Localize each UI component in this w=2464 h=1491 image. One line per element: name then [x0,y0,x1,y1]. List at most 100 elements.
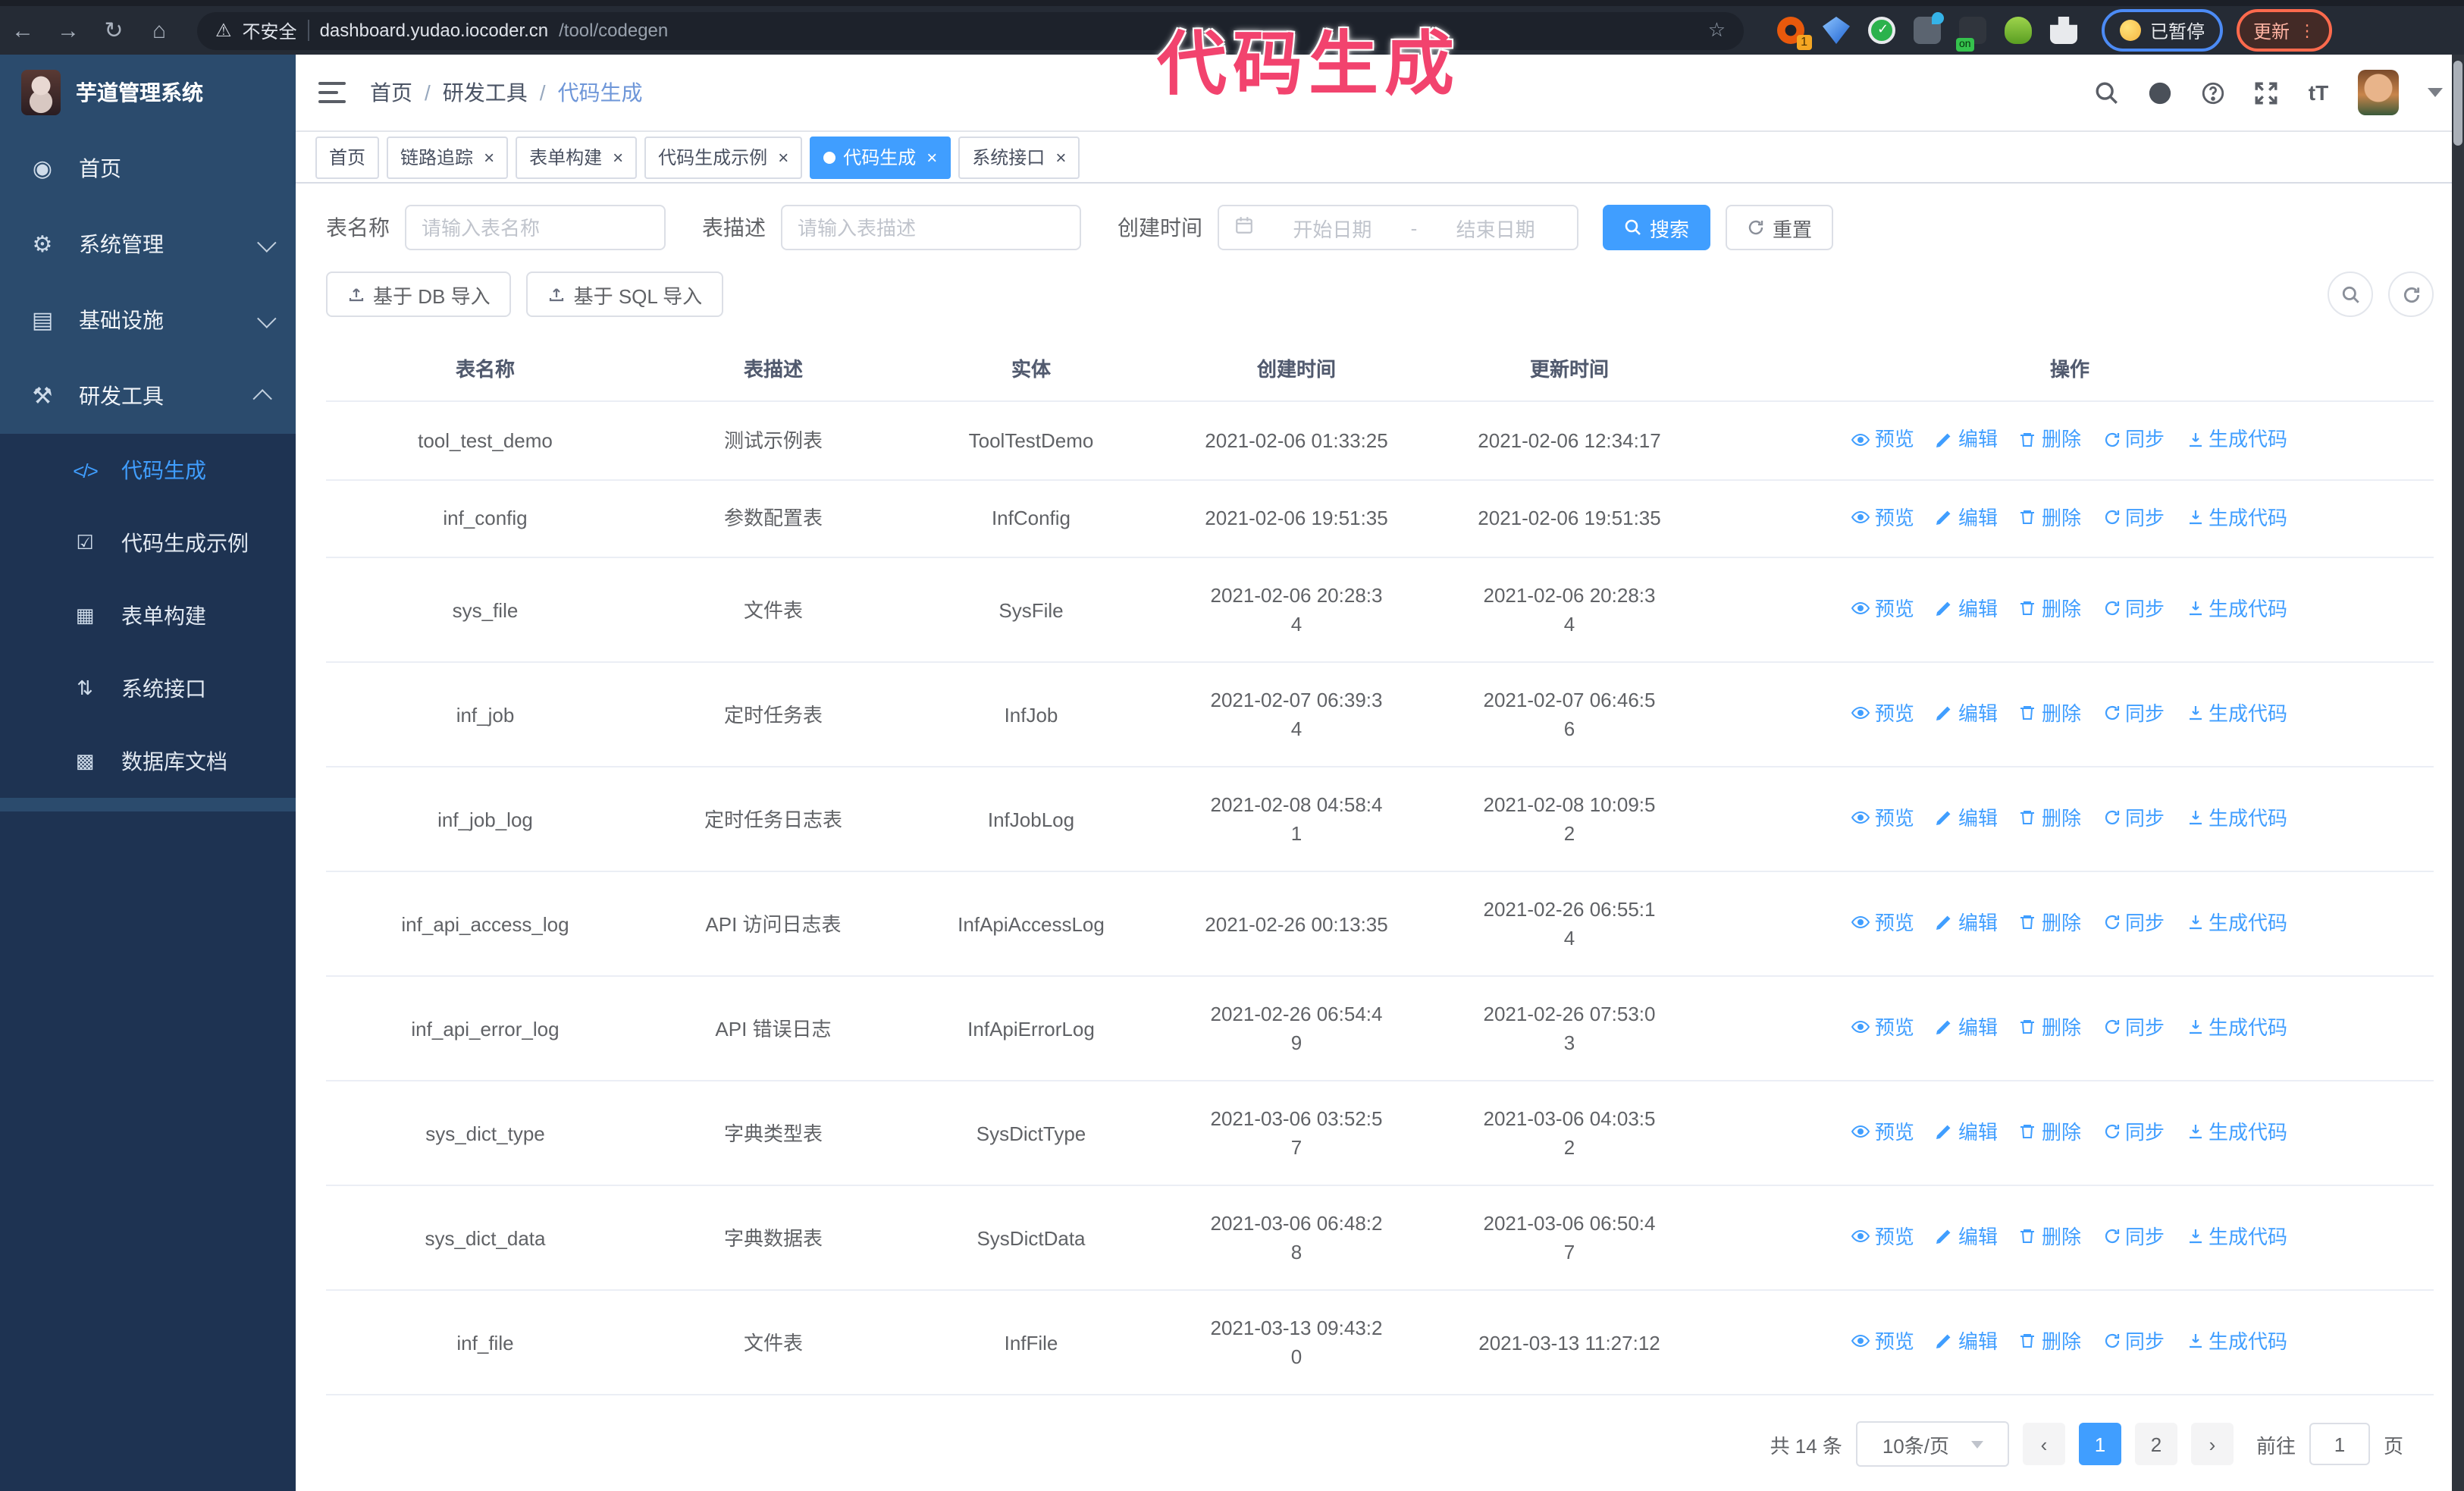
close-icon[interactable]: × [1055,146,1067,168]
sync-link[interactable]: 同步 [2102,425,2165,454]
table-desc-input[interactable] [781,205,1081,250]
start-date-placeholder[interactable]: 开始日期 [1293,218,1372,240]
bookmark-star-icon[interactable]: ☆ [1707,18,1726,41]
sidebar-item-系统管理[interactable]: ⚙ 系统管理 [0,206,296,282]
close-icon[interactable]: × [484,146,495,168]
delete-link[interactable]: 删除 [2019,503,2081,532]
reload-icon[interactable]: ↻ [104,18,124,44]
tab-系统接口[interactable]: 系统接口 × [958,136,1080,178]
generate-code-link[interactable]: 生成代码 [2186,1013,2287,1042]
edit-link[interactable]: 编辑 [1936,595,1998,623]
generate-code-link[interactable]: 生成代码 [2186,1118,2287,1147]
extension-alien-icon[interactable] [2005,17,2032,44]
extension-gem-icon[interactable] [1823,17,1850,44]
delete-link[interactable]: 删除 [2019,699,2081,728]
extensions-puzzle-icon[interactable] [2050,17,2077,44]
sync-link[interactable]: 同步 [2102,1013,2165,1042]
generate-code-link[interactable]: 生成代码 [2186,595,2287,623]
page-button-2[interactable]: 2 [2134,1423,2177,1465]
edit-link[interactable]: 编辑 [1936,1223,1998,1251]
edit-link[interactable]: 编辑 [1936,699,1998,728]
forward-icon[interactable]: → [57,17,80,43]
reset-button[interactable]: 重置 [1726,205,1834,250]
preview-link[interactable]: 预览 [1851,503,1914,532]
prev-page-button[interactable]: ‹ [2022,1423,2065,1465]
generate-code-link[interactable]: 生成代码 [2186,909,2287,937]
sidebar-item-首页[interactable]: ◉ 首页 [0,130,296,206]
extension-orange-icon[interactable]: 1 [1777,17,1812,50]
hamburger-icon[interactable] [318,82,346,103]
delete-link[interactable]: 删除 [2019,1118,2081,1147]
next-page-button[interactable]: › [2190,1423,2234,1465]
edit-link[interactable]: 编辑 [1936,425,1998,454]
delete-link[interactable]: 删除 [2019,1223,2081,1251]
tab-链路追踪[interactable]: 链路追踪 × [387,136,509,178]
security-warning-icon[interactable]: ⚠ [215,20,232,41]
fullscreen-icon[interactable] [2252,79,2279,106]
sync-link[interactable]: 同步 [2102,804,2165,833]
extension-on-icon[interactable]: on [1956,17,1986,52]
extension-drop-icon[interactable] [1914,12,1944,44]
font-size-icon[interactable]: tT [2308,80,2329,105]
sync-link[interactable]: 同步 [2102,503,2165,532]
close-icon[interactable]: × [613,146,624,168]
back-icon[interactable]: ← [11,17,34,43]
generate-code-link[interactable]: 生成代码 [2186,503,2287,532]
preview-link[interactable]: 预览 [1851,1118,1914,1147]
chrome-update-button[interactable]: 更新 ⋮ [2237,9,2333,52]
generate-code-link[interactable]: 生成代码 [2186,425,2287,454]
edit-link[interactable]: 编辑 [1936,1327,1998,1356]
generate-code-link[interactable]: 生成代码 [2186,699,2287,728]
table-name-input[interactable] [405,205,666,250]
preview-link[interactable]: 预览 [1851,425,1914,454]
preview-link[interactable]: 预览 [1851,909,1914,937]
kebab-menu-icon[interactable]: ⋮ [2299,22,2316,40]
sync-link[interactable]: 同步 [2102,699,2165,728]
sync-link[interactable]: 同步 [2102,1327,2165,1356]
sync-link[interactable]: 同步 [2102,1118,2165,1147]
delete-link[interactable]: 删除 [2019,1013,2081,1042]
end-date-placeholder[interactable]: 结束日期 [1456,218,1535,240]
sidebar-item-数据库文档[interactable]: ▩ 数据库文档 [0,725,296,798]
close-icon[interactable]: × [778,146,789,168]
scrollbar-thumb[interactable] [2453,61,2462,146]
search-icon[interactable] [2093,79,2120,106]
app-logo[interactable]: 芋道管理系统 [0,55,296,130]
sidebar-item-系统接口[interactable]: ⇅ 系统接口 [0,652,296,725]
generate-code-link[interactable]: 生成代码 [2186,804,2287,833]
address-bar[interactable]: ⚠ 不安全 dashboard.yudao.iocoder.cn/tool/co… [197,11,1744,49]
home-icon[interactable]: ⌂ [152,17,167,43]
preview-link[interactable]: 预览 [1851,1013,1914,1042]
tab-首页[interactable]: 首页 [315,136,380,178]
refresh-table-button[interactable] [2388,272,2434,317]
delete-link[interactable]: 删除 [2019,804,2081,833]
sync-link[interactable]: 同步 [2102,909,2165,937]
import-db-button[interactable]: 基于 DB 导入 [326,272,512,317]
edit-link[interactable]: 编辑 [1936,804,1998,833]
search-button[interactable]: 搜索 [1603,205,1711,250]
breadcrumb-devtools[interactable]: 研发工具 [442,80,528,105]
sidebar-item-代码生成示例[interactable]: ☑ 代码生成示例 [0,507,296,579]
tab-代码生成示例[interactable]: 代码生成示例 × [644,136,803,178]
toggle-search-button[interactable] [2328,272,2373,317]
generate-code-link[interactable]: 生成代码 [2186,1223,2287,1251]
generate-code-link[interactable]: 生成代码 [2186,1327,2287,1356]
tab-代码生成[interactable]: 代码生成 × [810,136,951,178]
edit-link[interactable]: 编辑 [1936,503,1998,532]
help-icon[interactable] [2199,79,2226,106]
delete-link[interactable]: 删除 [2019,425,2081,454]
profile-paused-chip[interactable]: 已暂停 [2102,9,2224,52]
goto-page-input[interactable] [2309,1423,2370,1465]
edit-link[interactable]: 编辑 [1936,909,1998,937]
preview-link[interactable]: 预览 [1851,1223,1914,1251]
avatar-caret-icon[interactable] [2428,88,2443,97]
page-size-select[interactable]: 10条/页 [1855,1421,2009,1467]
delete-link[interactable]: 删除 [2019,909,2081,937]
preview-link[interactable]: 预览 [1851,595,1914,623]
page-scrollbar[interactable] [2452,55,2464,1491]
breadcrumb-home[interactable]: 首页 [370,80,412,105]
delete-link[interactable]: 删除 [2019,1327,2081,1356]
close-icon[interactable]: × [926,146,938,168]
page-button-1[interactable]: 1 [2078,1423,2121,1465]
import-sql-button[interactable]: 基于 SQL 导入 [526,272,724,317]
